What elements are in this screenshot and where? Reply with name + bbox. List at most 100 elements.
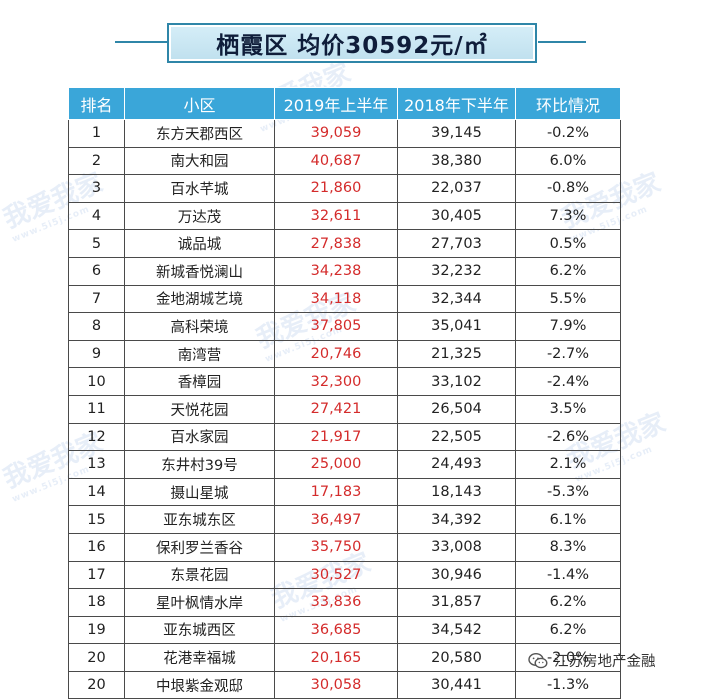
change-cell: -1.4% <box>515 560 621 590</box>
change-cell: -0.8% <box>515 174 621 203</box>
table-row: 19 亚东城西区 36,685 34,542 6.2% <box>68 615 621 645</box>
price-2019-h1-cell: 37,805 <box>274 312 398 341</box>
table-row: 5 诚品城 27,838 27,703 0.5% <box>68 229 621 258</box>
price-2018-h2-cell: 34,542 <box>397 615 516 645</box>
price-2019-h1-cell: 25,000 <box>274 450 398 479</box>
change-cell: 6.0% <box>515 146 621 176</box>
rank-cell: 2 <box>68 146 125 176</box>
community-name-cell: 诚品城 <box>124 229 275 258</box>
price-2019-h1-cell: 20,165 <box>274 643 398 672</box>
community-name-cell: 东方天郡西区 <box>124 119 275 148</box>
price-2018-h2-cell: 30,946 <box>397 560 516 590</box>
price-table: 排名 小区 2019年上半年 2018年下半年 环比情况 1 东方天郡西区 39,0… <box>68 87 621 699</box>
price-2019-h1-cell: 39,059 <box>274 119 398 148</box>
column-header-2019-h1: 2019年上半年 <box>274 87 398 120</box>
rank-cell: 17 <box>68 560 125 590</box>
community-name-cell: 摄山星城 <box>124 477 275 507</box>
rank-cell: 20 <box>68 643 125 672</box>
wechat-icon <box>528 652 548 670</box>
price-2019-h1-cell: 32,300 <box>274 367 398 396</box>
change-cell: -2.6% <box>515 422 621 452</box>
banner-divider-left <box>115 41 167 43</box>
community-name-cell: 亚东城西区 <box>124 615 275 645</box>
community-name-cell: 花港幸福城 <box>124 643 275 672</box>
price-2018-h2-cell: 21,325 <box>397 339 516 369</box>
rank-cell: 11 <box>68 394 125 424</box>
price-2019-h1-cell: 30,527 <box>274 560 398 590</box>
rank-cell: 15 <box>68 505 125 534</box>
price-2018-h2-cell: 30,405 <box>397 201 516 231</box>
rank-cell: 14 <box>68 477 125 507</box>
table-row: 2 南大和园 40,687 38,380 6.0% <box>68 146 621 176</box>
price-2019-h1-cell: 34,118 <box>274 284 398 314</box>
change-cell: -2.7% <box>515 339 621 369</box>
rank-cell: 20 <box>68 670 125 699</box>
price-2018-h2-cell: 26,504 <box>397 394 516 424</box>
community-name-cell: 亚东城东区 <box>124 505 275 534</box>
price-2019-h1-cell: 40,687 <box>274 146 398 176</box>
community-name-cell: 东景花园 <box>124 560 275 590</box>
rank-cell: 5 <box>68 229 125 258</box>
table-row: 16 保利罗兰香谷 35,750 33,008 8.3% <box>68 532 621 562</box>
table-row: 3 百水芊城 21,860 22,037 -0.8% <box>68 174 621 203</box>
change-cell: 0.5% <box>515 229 621 258</box>
community-name-cell: 星叶枫情水岸 <box>124 588 275 617</box>
community-name-cell: 新城香悦澜山 <box>124 256 275 286</box>
community-name-cell: 保利罗兰香谷 <box>124 532 275 562</box>
price-2019-h1-cell: 36,685 <box>274 615 398 645</box>
community-name-cell: 万达茂 <box>124 201 275 231</box>
price-2018-h2-cell: 31,857 <box>397 588 516 617</box>
table-row: 9 南湾营 20,746 21,325 -2.7% <box>68 339 621 369</box>
change-cell: -2.0% <box>515 643 621 672</box>
change-cell: -1.3% <box>515 670 621 699</box>
price-2018-h2-cell: 33,008 <box>397 532 516 562</box>
change-cell: 7.9% <box>515 312 621 341</box>
footer-account: 江苏房地产金融 <box>528 650 656 671</box>
rank-cell: 3 <box>68 174 125 203</box>
community-name-cell: 百水芊城 <box>124 174 275 203</box>
rank-cell: 19 <box>68 615 125 645</box>
price-2018-h2-cell: 32,344 <box>397 284 516 314</box>
price-2019-h1-cell: 36,497 <box>274 505 398 534</box>
price-2019-h1-cell: 35,750 <box>274 532 398 562</box>
change-cell: 8.3% <box>515 532 621 562</box>
table-row: 18 星叶枫情水岸 33,836 31,857 6.2% <box>68 588 621 617</box>
rank-cell: 10 <box>68 367 125 396</box>
price-2019-h1-cell: 30,058 <box>274 670 398 699</box>
change-cell: 3.5% <box>515 394 621 424</box>
table-row: 4 万达茂 32,611 30,405 7.3% <box>68 201 621 231</box>
table-row: 20 中垠紫金观邸 30,058 30,441 -1.3% <box>68 670 621 699</box>
community-name-cell: 中垠紫金观邸 <box>124 670 275 699</box>
change-cell: -0.2% <box>515 119 621 148</box>
price-2018-h2-cell: 24,493 <box>397 450 516 479</box>
table-row: 17 东景花园 30,527 30,946 -1.4% <box>68 560 621 590</box>
price-2019-h1-cell: 17,183 <box>274 477 398 507</box>
price-2018-h2-cell: 18,143 <box>397 477 516 507</box>
column-header-community: 小区 <box>124 87 275 120</box>
price-2019-h1-cell: 33,836 <box>274 588 398 617</box>
price-2018-h2-cell: 39,145 <box>397 119 516 148</box>
table-header-row: 排名 小区 2019年上半年 2018年下半年 环比情况 <box>68 87 621 120</box>
table-body: 1 东方天郡西区 39,059 39,145 -0.2% 2 南大和园 40,687 38,38… <box>68 119 621 699</box>
price-2018-h2-cell: 22,505 <box>397 422 516 452</box>
table-row: 6 新城香悦澜山 34,238 32,232 6.2% <box>68 256 621 286</box>
price-2019-h1-cell: 21,860 <box>274 174 398 203</box>
change-cell: 7.3% <box>515 201 621 231</box>
column-header-rank: 排名 <box>68 87 125 120</box>
price-2019-h1-cell: 32,611 <box>274 201 398 231</box>
table-row: 15 亚东城东区 36,497 34,392 6.1% <box>68 505 621 534</box>
rank-cell: 18 <box>68 588 125 617</box>
table-row: 13 东井村39号 25,000 24,493 2.1% <box>68 450 621 479</box>
rank-cell: 12 <box>68 422 125 452</box>
rank-cell: 1 <box>68 119 125 148</box>
price-2019-h1-cell: 27,838 <box>274 229 398 258</box>
rank-cell: 7 <box>68 284 125 314</box>
price-2019-h1-cell: 21,917 <box>274 422 398 452</box>
community-name-cell: 香樟园 <box>124 367 275 396</box>
change-cell: -5.3% <box>515 477 621 507</box>
community-name-cell: 金地湖城艺境 <box>124 284 275 314</box>
rank-cell: 9 <box>68 339 125 369</box>
table-row: 8 高科荣境 37,805 35,041 7.9% <box>68 312 621 341</box>
page-title: 栖霞区 均价30592元/㎡ <box>216 33 488 59</box>
community-name-cell: 南大和园 <box>124 146 275 176</box>
